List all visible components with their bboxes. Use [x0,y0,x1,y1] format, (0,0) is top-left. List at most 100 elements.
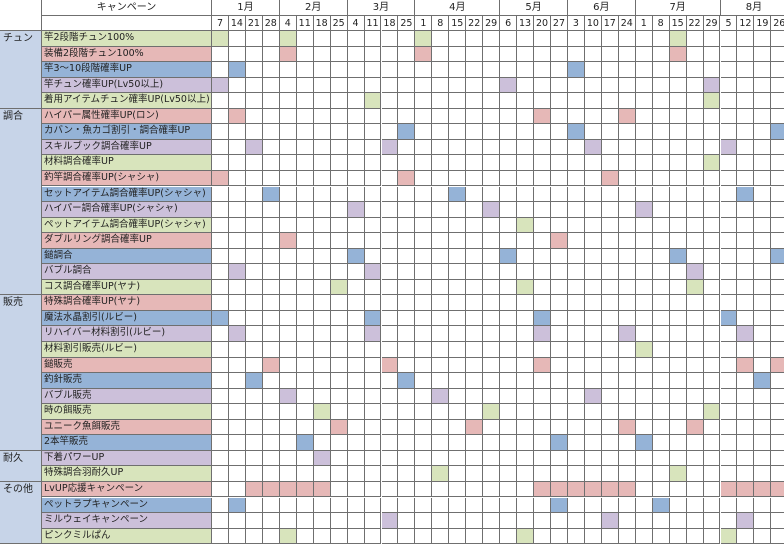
campaign-name: スキルブック調合確率UP [42,140,212,156]
calendar-cell [619,451,636,467]
calendar-cell [331,62,348,78]
campaign-mark [551,435,568,451]
calendar-cell [432,47,449,63]
calendar-cell [415,295,432,311]
calendar-cell [551,187,568,203]
calendar-cell [619,31,636,47]
calendar-cell [500,218,517,234]
calendar-cell [534,451,551,467]
calendar-cell [636,311,653,327]
calendar-cell [280,358,297,374]
calendar-cell [585,187,602,203]
calendar-cell [636,31,653,47]
calendar-cell [246,326,263,342]
calendar-cell [687,124,704,140]
calendar-cell [415,264,432,280]
calendar-cell [246,187,263,203]
calendar-cell [331,47,348,63]
calendar-cell [737,389,754,405]
calendar-cell [365,466,382,482]
date-header: 12 [737,16,754,31]
calendar-cell [619,202,636,218]
calendar-cell [636,93,653,109]
calendar-cell [229,249,246,265]
calendar-cell [483,233,500,249]
campaign-mark [517,280,534,296]
calendar-cell [432,326,449,342]
calendar-cell [754,420,771,436]
corner-blank [0,0,42,31]
calendar-cell [551,466,568,482]
calendar-cell [263,420,280,436]
calendar-cell [771,373,784,389]
calendar-cell [585,62,602,78]
calendar-cell [365,187,382,203]
calendar-cell [500,373,517,389]
campaign-name: ミルウェイキャンペーン [42,513,212,529]
calendar-cell [314,529,331,544]
calendar-cell [704,529,721,544]
calendar-cell [365,47,382,63]
calendar-cell [585,124,602,140]
calendar-cell [721,451,738,467]
campaign-mark [229,498,246,514]
calendar-cell [551,202,568,218]
calendar-cell [534,249,551,265]
calendar-cell [331,295,348,311]
calendar-cell [687,295,704,311]
calendar-cell [280,171,297,187]
campaign-mark [568,124,585,140]
calendar-cell [500,513,517,529]
calendar-cell [500,466,517,482]
calendar-cell [449,435,466,451]
calendar-cell [517,295,534,311]
calendar-cell [517,404,534,420]
calendar-cell [331,140,348,156]
calendar-cell [483,124,500,140]
calendar-cell [721,187,738,203]
calendar-cell [466,513,483,529]
calendar-cell [551,404,568,420]
calendar-cell [415,109,432,125]
calendar-cell [246,78,263,94]
calendar-cell [653,358,670,374]
calendar-cell [551,389,568,405]
calendar-cell [585,295,602,311]
date-header-blank [42,16,212,31]
calendar-cell [314,233,331,249]
calendar-cell [704,466,721,482]
calendar-cell [382,93,399,109]
calendar-cell [653,529,670,544]
calendar-cell [636,249,653,265]
calendar-cell [653,482,670,498]
campaign-mark [314,404,331,420]
calendar-cell [500,326,517,342]
calendar-cell [602,62,619,78]
calendar-cell [534,155,551,171]
calendar-cell [432,155,449,171]
calendar-cell [415,420,432,436]
calendar-cell [297,218,314,234]
campaign-mark [280,529,297,544]
calendar-cell [670,326,687,342]
calendar-cell [602,389,619,405]
campaign-name: 竿チュン確率UP(Lv50以上) [42,78,212,94]
calendar-cell [466,466,483,482]
calendar-cell [737,249,754,265]
calendar-cell [365,218,382,234]
calendar-cell [365,171,382,187]
calendar-cell [737,109,754,125]
calendar-cell [551,513,568,529]
calendar-cell [449,451,466,467]
calendar-cell [551,342,568,358]
campaign-mark [687,264,704,280]
calendar-cell [754,233,771,249]
calendar-cell [382,295,399,311]
calendar-cell [771,420,784,436]
calendar-cell [585,202,602,218]
calendar-cell [263,109,280,125]
calendar-cell [670,109,687,125]
calendar-cell [517,466,534,482]
calendar-cell [297,326,314,342]
calendar-cell [771,202,784,218]
